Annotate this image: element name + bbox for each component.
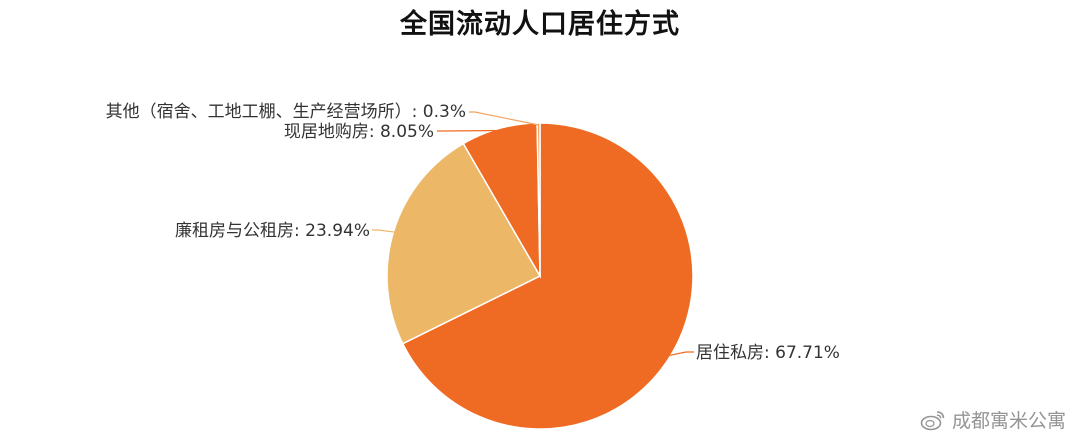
watermark-text: 成都寓米公寓 <box>951 410 1066 432</box>
slice-labels: 居住私房: 67.71% 廉租房与公租房: 23.94% 现居地购房: 8.05%其… <box>106 102 840 363</box>
pie-slice-0 <box>401 122 694 430</box>
leader-lines <box>372 111 694 357</box>
pie-slice-3 <box>536 122 541 277</box>
slice-label-2: 现居地购房: 8.05% <box>284 122 434 142</box>
slice-label-0: 居住私房: 67.71% <box>696 343 840 363</box>
leader-line-0 <box>668 351 694 357</box>
leader-line-3 <box>469 111 539 126</box>
watermark: 成都寓米公寓 <box>920 406 1066 433</box>
slice-label-1: 廉租房与公租房: 23.94% <box>175 221 370 241</box>
leader-line-1 <box>372 229 396 233</box>
leader-line-2 <box>437 129 500 132</box>
slice-label-3: 其他（宿舍、工地工棚、生产经营场所）: 0.3% <box>106 102 466 122</box>
weibo-icon <box>920 410 945 430</box>
chart-title: 全国流动人口居住方式 <box>400 9 680 40</box>
pie-slices <box>386 122 694 430</box>
